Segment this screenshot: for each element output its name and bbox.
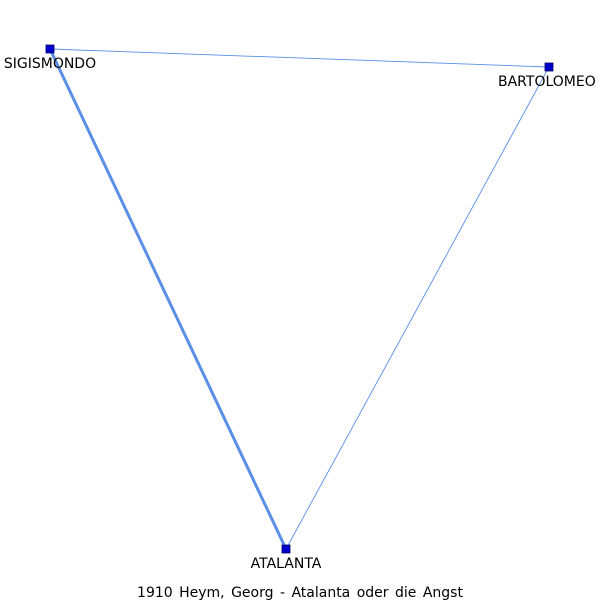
node-label-atalanta: ATALANTA xyxy=(251,556,322,572)
node-bartolomeo[interactable] xyxy=(544,62,554,72)
edge-sigismondo-bartolomeo xyxy=(49,48,550,68)
nodes xyxy=(45,44,554,554)
node-sigismondo[interactable] xyxy=(45,44,55,54)
node-atalanta[interactable] xyxy=(281,544,291,554)
diagram-caption: 1910 Heym, Georg - Atalanta oder die Ang… xyxy=(137,585,463,600)
edges xyxy=(48,47,550,551)
node-labels: SIGISMONDO BARTOLOMEO ATALANTA xyxy=(4,56,596,572)
edge-bartolomeo-atalanta xyxy=(285,66,550,550)
node-label-bartolomeo: BARTOLOMEO xyxy=(498,74,596,90)
node-label-sigismondo: SIGISMONDO xyxy=(4,56,96,72)
edge-sigismondo-atalanta xyxy=(48,47,288,551)
